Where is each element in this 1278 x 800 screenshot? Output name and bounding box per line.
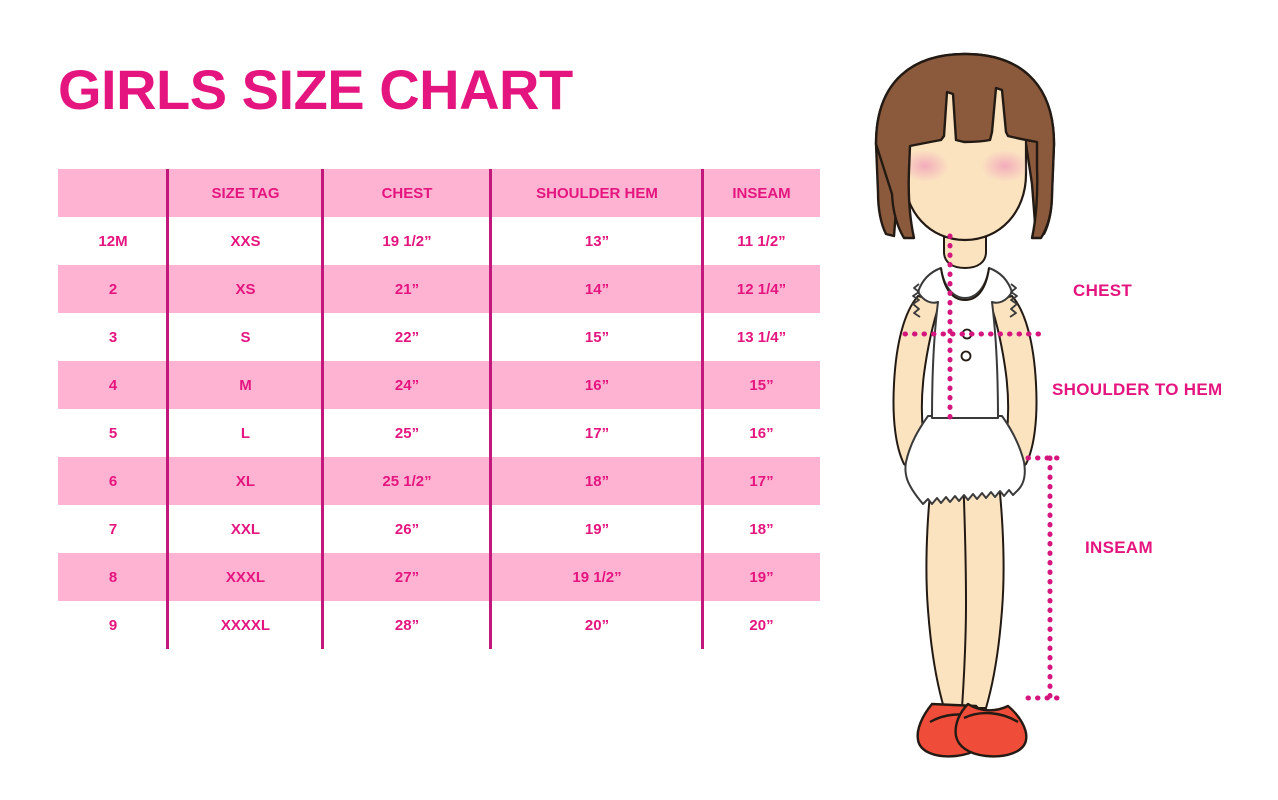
cell-chest: 27”	[323, 553, 491, 601]
cell-size: 5	[58, 409, 168, 457]
cell-inseam: 17”	[703, 457, 820, 505]
blush-right	[981, 150, 1029, 182]
cell-size-tag: XXXXL	[168, 601, 323, 649]
cell-chest: 25 1/2”	[323, 457, 491, 505]
cell-inseam: 11 1/2”	[703, 217, 820, 265]
cell-size: 6	[58, 457, 168, 505]
cell-size-tag: XS	[168, 265, 323, 313]
cell-size: 2	[58, 265, 168, 313]
table-row: 12M XXS 19 1/2” 13” 11 1/2”	[58, 217, 820, 265]
cell-shoulder-hem: 16”	[491, 361, 703, 409]
column-header-inseam: INSEAM	[703, 169, 820, 217]
table-row: 2 XS 21” 14” 12 1/4”	[58, 265, 820, 313]
cell-shoulder-hem: 18”	[491, 457, 703, 505]
table-row: 7 XXL 26” 19” 18”	[58, 505, 820, 553]
cell-size-tag: L	[168, 409, 323, 457]
column-header-size-tag: SIZE TAG	[168, 169, 323, 217]
cell-chest: 25”	[323, 409, 491, 457]
table-row: 3 S 22” 15” 13 1/4”	[58, 313, 820, 361]
cell-chest: 19 1/2”	[323, 217, 491, 265]
cell-size-tag: XXXL	[168, 553, 323, 601]
top-bodice	[917, 267, 1013, 419]
cell-size: 3	[58, 313, 168, 361]
cell-inseam: 13 1/4”	[703, 313, 820, 361]
hair-bangs	[874, 52, 1056, 240]
cell-size: 8	[58, 553, 168, 601]
cell-inseam: 12 1/4”	[703, 265, 820, 313]
table-row: 9 XXXXL 28” 20” 20”	[58, 601, 820, 649]
girl-figure-illustration	[840, 44, 1090, 774]
cell-size: 7	[58, 505, 168, 553]
cell-shoulder-hem: 17”	[491, 409, 703, 457]
cell-size-tag: XXL	[168, 505, 323, 553]
measurement-label-chest: CHEST	[1073, 281, 1133, 300]
cell-chest: 24”	[323, 361, 491, 409]
page-title: GIRLS SIZE CHART	[58, 58, 573, 121]
top-neckline	[940, 267, 990, 302]
skirt-bloomers	[904, 415, 1026, 505]
cell-shoulder-hem: 20”	[491, 601, 703, 649]
cell-shoulder-hem: 13”	[491, 217, 703, 265]
cell-inseam: 15”	[703, 361, 820, 409]
cell-size: 4	[58, 361, 168, 409]
cell-size-tag: XXS	[168, 217, 323, 265]
cell-chest: 26”	[323, 505, 491, 553]
cell-shoulder-hem: 19”	[491, 505, 703, 553]
cell-chest: 21”	[323, 265, 491, 313]
table-column-divider	[321, 169, 324, 649]
column-header-chest: CHEST	[323, 169, 491, 217]
cell-inseam: 19”	[703, 553, 820, 601]
cell-inseam: 18”	[703, 505, 820, 553]
column-header-size	[58, 169, 168, 217]
size-chart-table: SIZE TAG CHEST SHOULDER HEM INSEAM 12M X…	[58, 169, 820, 649]
column-header-shoulder-hem: SHOULDER HEM	[491, 169, 703, 217]
button-lower	[960, 350, 972, 362]
cell-size-tag: M	[168, 361, 323, 409]
table-column-divider	[701, 169, 704, 649]
table-header-row: SIZE TAG CHEST SHOULDER HEM INSEAM	[58, 169, 820, 217]
shoe-right	[954, 702, 1028, 758]
table-row: 4 M 24” 16” 15”	[58, 361, 820, 409]
cell-chest: 28”	[323, 601, 491, 649]
table-row: 8 XXXL 27” 19 1/2” 19”	[58, 553, 820, 601]
cell-inseam: 20”	[703, 601, 820, 649]
sleeve-ruffle-left	[912, 283, 921, 318]
measurement-label-shoulder-to-hem: SHOULDER TO HEM	[1052, 380, 1223, 399]
cell-inseam: 16”	[703, 409, 820, 457]
measurement-label-inseam: INSEAM	[1085, 538, 1153, 557]
cell-shoulder-hem: 14”	[491, 265, 703, 313]
table-row: 6 XL 25 1/2” 18” 17”	[58, 457, 820, 505]
table-column-divider	[489, 169, 492, 649]
cell-size-tag: XL	[168, 457, 323, 505]
table-row: 5 L 25” 17” 16”	[58, 409, 820, 457]
cell-shoulder-hem: 19 1/2”	[491, 553, 703, 601]
cell-shoulder-hem: 15”	[491, 313, 703, 361]
blush-left	[901, 150, 949, 182]
cell-size-tag: S	[168, 313, 323, 361]
cell-size: 9	[58, 601, 168, 649]
sleeve-ruffle-right	[1009, 283, 1018, 318]
table-column-divider	[166, 169, 169, 649]
shoe-right-strap	[963, 711, 1019, 724]
cell-size: 12M	[58, 217, 168, 265]
cell-chest: 22”	[323, 313, 491, 361]
